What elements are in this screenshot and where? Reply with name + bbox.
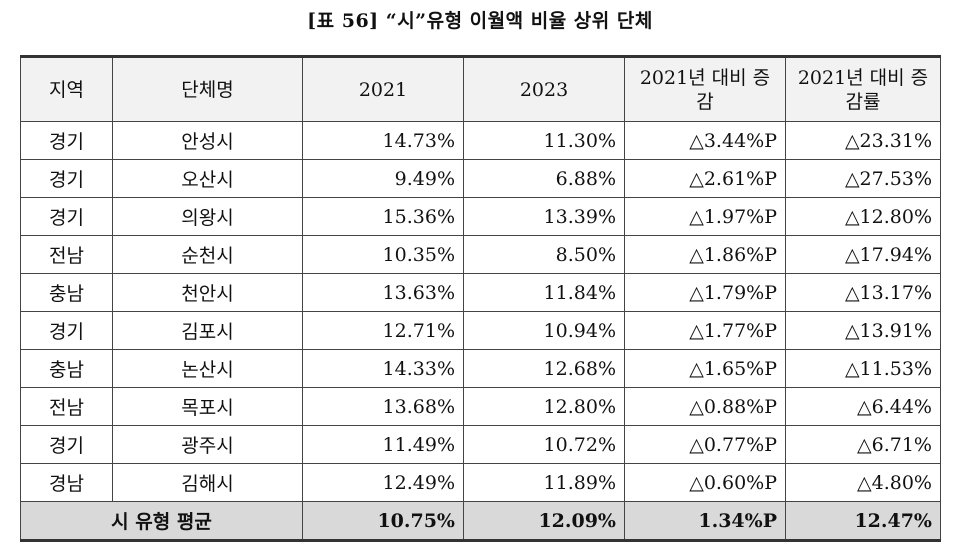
cell-change: △0.77%P bbox=[624, 425, 786, 464]
cell-region: 전남 bbox=[20, 235, 113, 274]
cell-value-2023: 11.89% bbox=[463, 463, 625, 502]
cell-value-2023: 11.84% bbox=[463, 273, 625, 312]
cell-region: 경기 bbox=[20, 425, 113, 464]
cell-region: 경기 bbox=[20, 197, 113, 236]
cell-region: 경남 bbox=[20, 463, 113, 502]
average-row: 시 유형 평균 10.75% 12.09% 1.34%P 12.47% bbox=[20, 501, 941, 541]
cell-change: △2.61%P bbox=[624, 159, 786, 198]
cell-change-rate: △23.31% bbox=[785, 121, 941, 160]
cell-change-rate: △27.53% bbox=[785, 159, 941, 198]
cell-change-rate: △6.71% bbox=[785, 425, 941, 464]
average-change: 1.34%P bbox=[624, 501, 786, 541]
cell-entity: 천안시 bbox=[112, 273, 303, 312]
cell-value-2023: 10.94% bbox=[463, 311, 625, 350]
cell-region: 충남 bbox=[20, 273, 113, 312]
header-entity: 단체명 bbox=[112, 56, 303, 122]
header-change-label: 2021년 대비 증감 bbox=[639, 66, 771, 113]
cell-region: 경기 bbox=[20, 159, 113, 198]
table-row: 전남 순천시 10.35% 8.50% △1.86%P △17.94% bbox=[20, 235, 941, 274]
cell-value-2023: 11.30% bbox=[463, 121, 625, 160]
cell-change: △1.65%P bbox=[624, 349, 786, 388]
table-row: 경기 광주시 11.49% 10.72% △0.77%P △6.71% bbox=[20, 425, 941, 464]
header-change-rate-label: 2021년 대비 증감률 bbox=[797, 66, 929, 113]
average-value-2021: 10.75% bbox=[302, 501, 464, 541]
table-row: 경기 김포시 12.71% 10.94% △1.77%P △13.91% bbox=[20, 311, 941, 350]
cell-entity: 순천시 bbox=[112, 235, 303, 274]
table-row: 충남 논산시 14.33% 12.68% △1.65%P △11.53% bbox=[20, 349, 941, 388]
cell-region: 경기 bbox=[20, 121, 113, 160]
cell-change: △0.88%P bbox=[624, 387, 786, 426]
header-region: 지역 bbox=[20, 56, 113, 122]
cell-value-2021: 12.71% bbox=[302, 311, 464, 350]
cell-value-2023: 10.72% bbox=[463, 425, 625, 464]
cell-entity: 의왕시 bbox=[112, 197, 303, 236]
cell-value-2023: 13.39% bbox=[463, 197, 625, 236]
cell-entity: 논산시 bbox=[112, 349, 303, 388]
cell-change: △0.60%P bbox=[624, 463, 786, 502]
cell-change: △1.86%P bbox=[624, 235, 786, 274]
cell-value-2023: 12.68% bbox=[463, 349, 625, 388]
cell-change: △1.97%P bbox=[624, 197, 786, 236]
cell-value-2021: 14.33% bbox=[302, 349, 464, 388]
average-label: 시 유형 평균 bbox=[20, 501, 303, 541]
cell-change-rate: △13.17% bbox=[785, 273, 941, 312]
cell-value-2021: 10.35% bbox=[302, 235, 464, 274]
cell-value-2021: 15.36% bbox=[302, 197, 464, 236]
cell-value-2021: 9.49% bbox=[302, 159, 464, 198]
table-title: [표 56] “시”유형 이월액 비율 상위 단체 bbox=[307, 10, 653, 32]
cell-entity: 광주시 bbox=[112, 425, 303, 464]
average-value-2023: 12.09% bbox=[463, 501, 625, 541]
cell-entity: 안성시 bbox=[112, 121, 303, 160]
cell-region: 충남 bbox=[20, 349, 113, 388]
cell-entity: 김포시 bbox=[112, 311, 303, 350]
cell-value-2021: 12.49% bbox=[302, 463, 464, 502]
average-change-rate: 12.47% bbox=[785, 501, 941, 541]
cell-entity: 김해시 bbox=[112, 463, 303, 502]
header-change-rate: 2021년 대비 증감률 bbox=[785, 56, 941, 122]
cell-change: △3.44%P bbox=[624, 121, 786, 160]
table-row: 경기 의왕시 15.36% 13.39% △1.97%P △12.80% bbox=[20, 197, 941, 236]
cell-region: 경기 bbox=[20, 311, 113, 350]
table-row: 충남 천안시 13.63% 11.84% △1.79%P △13.17% bbox=[20, 273, 941, 312]
cell-change-rate: △6.44% bbox=[785, 387, 941, 426]
table-row: 경남 김해시 12.49% 11.89% △0.60%P △4.80% bbox=[20, 463, 941, 502]
header-change: 2021년 대비 증감 bbox=[624, 56, 786, 122]
header-2023: 2023 bbox=[463, 56, 625, 122]
data-table: 지역 단체명 2021 2023 2021년 대비 증감 2021년 대비 증감… bbox=[20, 55, 941, 542]
cell-change-rate: △12.80% bbox=[785, 197, 941, 236]
cell-value-2021: 13.68% bbox=[302, 387, 464, 426]
cell-change-rate: △4.80% bbox=[785, 463, 941, 502]
table-row: 경기 오산시 9.49% 6.88% △2.61%P △27.53% bbox=[20, 159, 941, 198]
table-row: 전남 목포시 13.68% 12.80% △0.88%P △6.44% bbox=[20, 387, 941, 426]
header-2021: 2021 bbox=[302, 56, 464, 122]
cell-region: 전남 bbox=[20, 387, 113, 426]
cell-value-2021: 11.49% bbox=[302, 425, 464, 464]
cell-value-2021: 13.63% bbox=[302, 273, 464, 312]
cell-change-rate: △17.94% bbox=[785, 235, 941, 274]
cell-value-2023: 6.88% bbox=[463, 159, 625, 198]
cell-value-2021: 14.73% bbox=[302, 121, 464, 160]
cell-value-2023: 8.50% bbox=[463, 235, 625, 274]
cell-change-rate: △11.53% bbox=[785, 349, 941, 388]
cell-change: △1.77%P bbox=[624, 311, 786, 350]
cell-change: △1.79%P bbox=[624, 273, 786, 312]
table-row: 경기 안성시 14.73% 11.30% △3.44%P △23.31% bbox=[20, 121, 941, 160]
cell-change-rate: △13.91% bbox=[785, 311, 941, 350]
cell-entity: 목포시 bbox=[112, 387, 303, 426]
cell-entity: 오산시 bbox=[112, 159, 303, 198]
cell-value-2023: 12.80% bbox=[463, 387, 625, 426]
header-row: 지역 단체명 2021 2023 2021년 대비 증감 2021년 대비 증감… bbox=[20, 56, 941, 122]
